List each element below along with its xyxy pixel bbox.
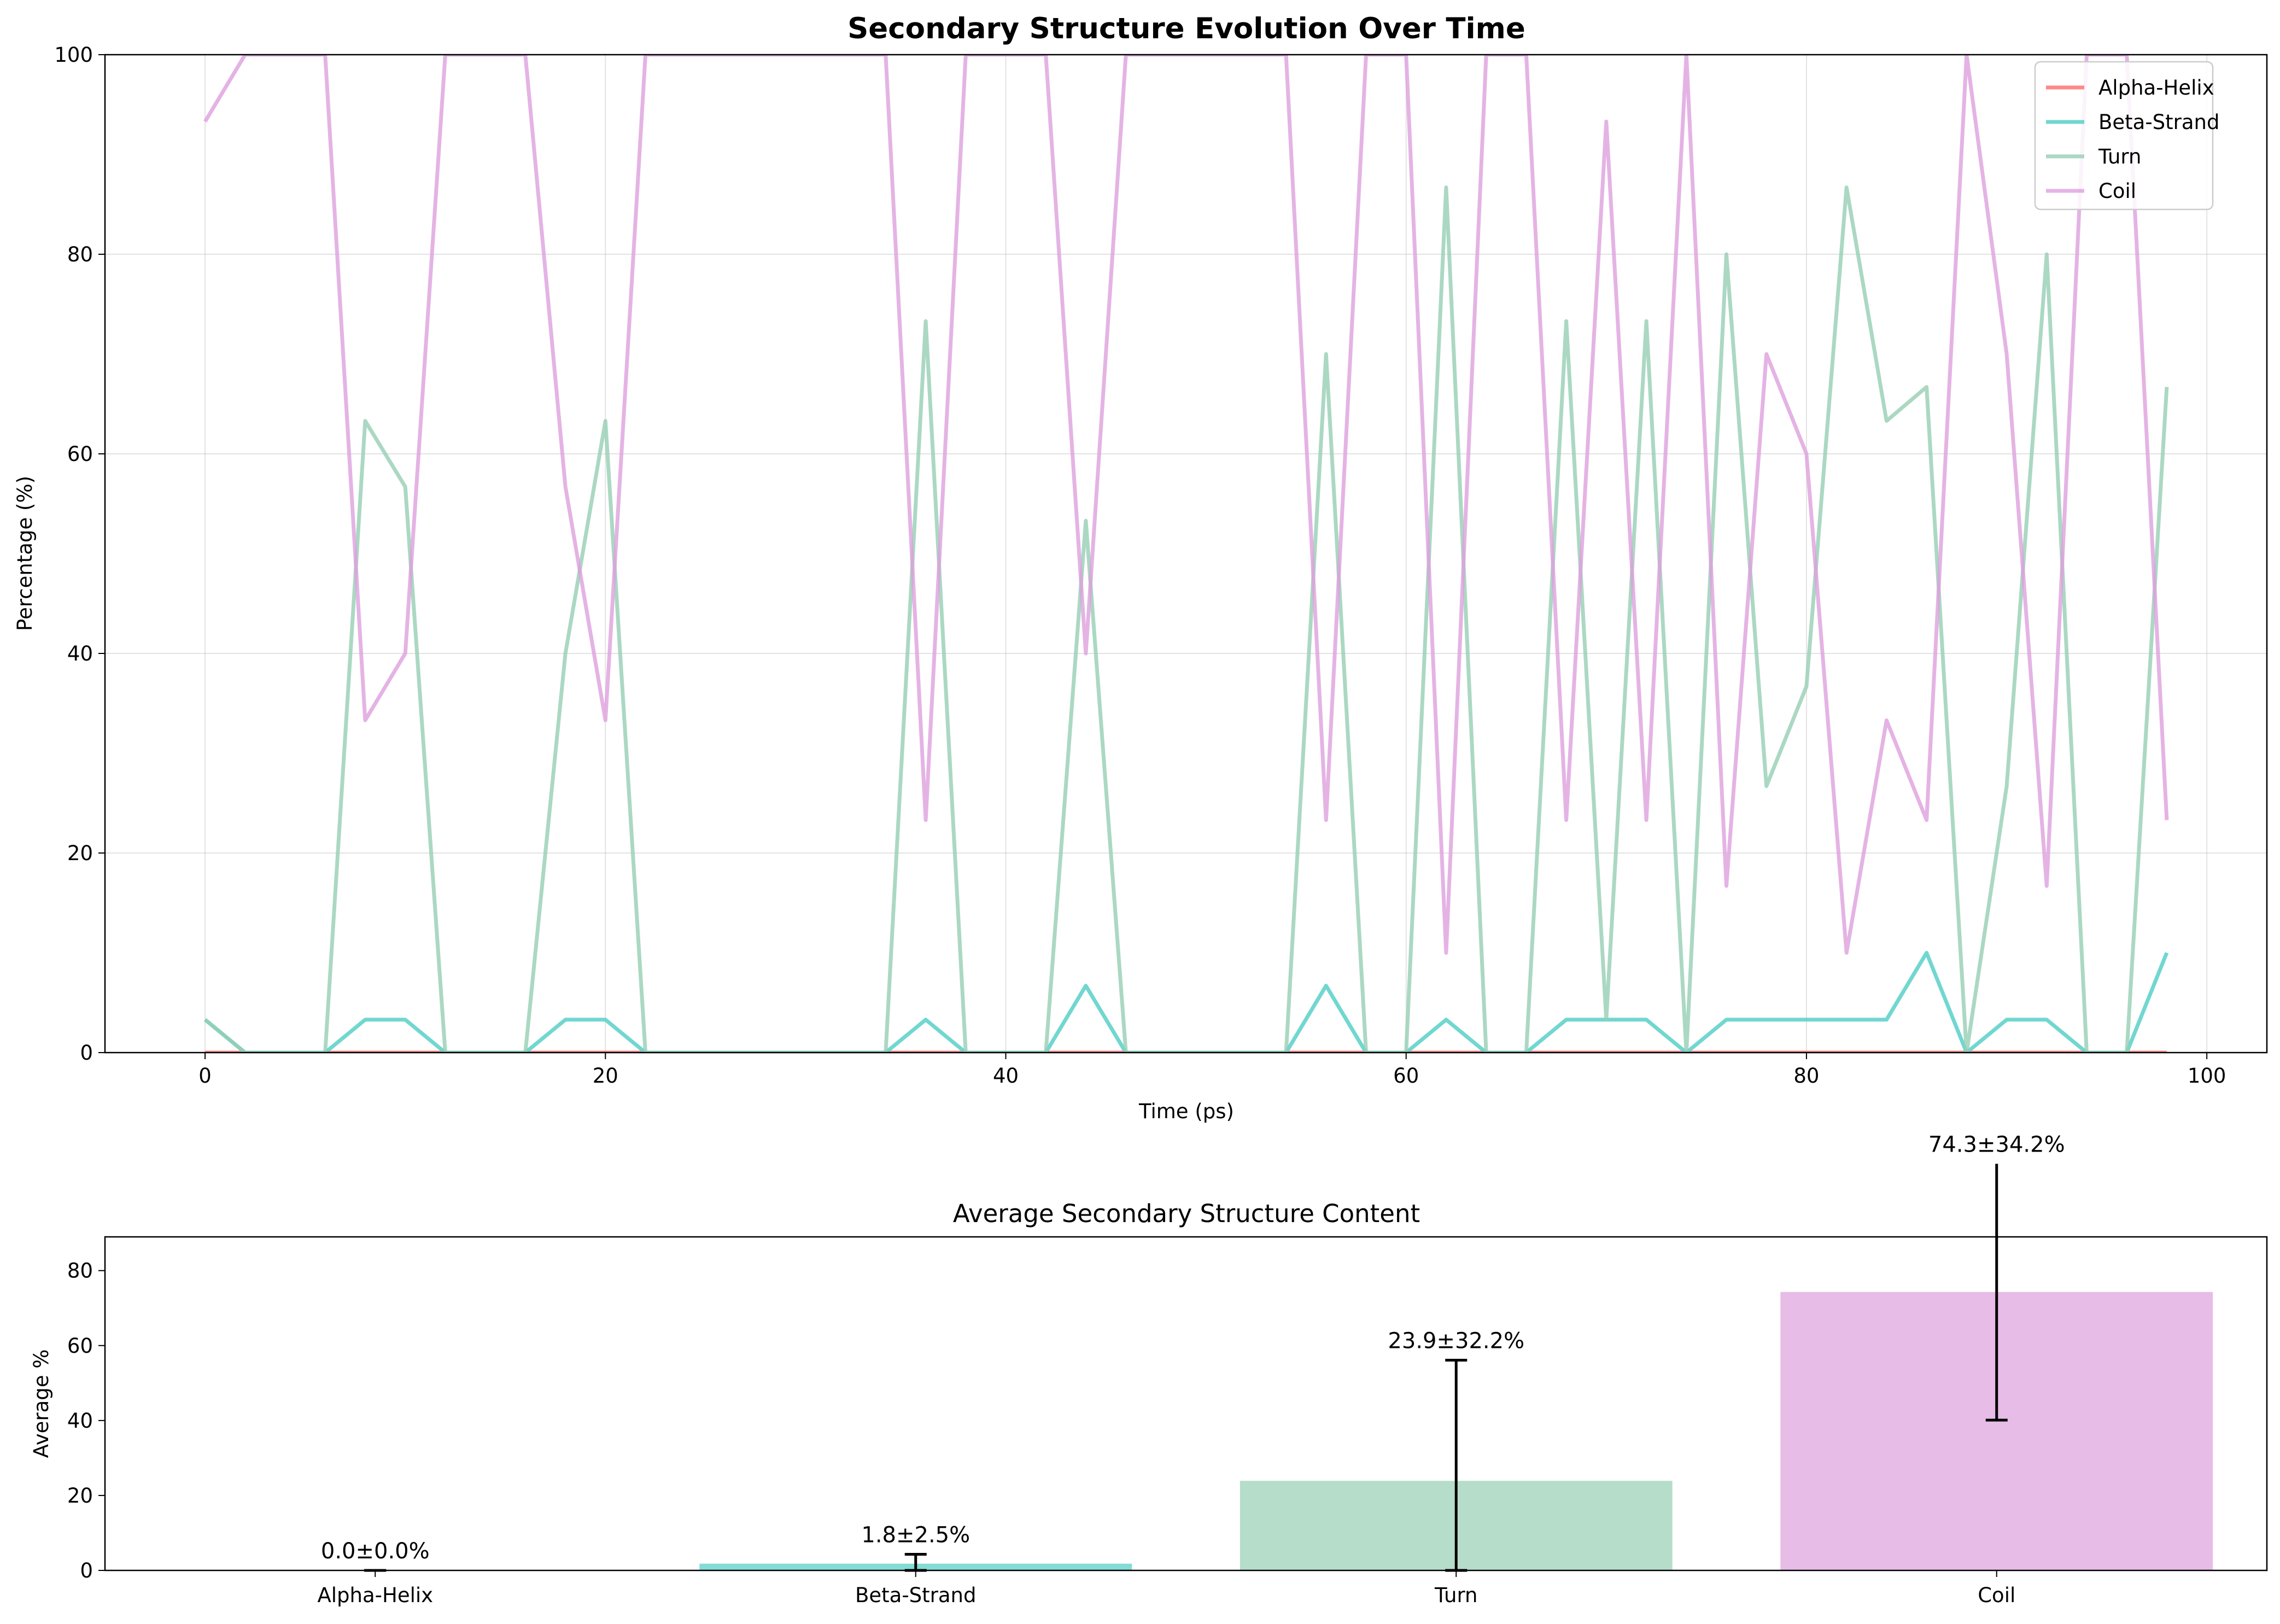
- bar-y-tick-label: 0: [80, 1559, 93, 1582]
- legend-label-alpha-helix: Alpha-Helix: [2098, 76, 2214, 100]
- x-tick-label: 80: [1793, 1064, 1819, 1088]
- x-tick-label: 40: [993, 1064, 1019, 1088]
- bar-chart-title: Average Secondary Structure Content: [953, 1199, 1420, 1228]
- line-chart: Secondary Structure Evolution Over Time …: [13, 12, 2268, 1123]
- y-tick-label: 60: [67, 442, 93, 466]
- y-tick-label: 20: [67, 842, 93, 865]
- line-chart-frame: [104, 54, 2268, 1054]
- bar-value-label-alpha-helix: 0.0±0.0%: [321, 1539, 430, 1564]
- y-tick-label: 80: [67, 243, 93, 266]
- bar-value-label-turn: 23.9±32.2%: [1388, 1328, 1524, 1353]
- y-tick-label: 0: [80, 1041, 93, 1065]
- series-line-beta-strand: [203, 951, 2169, 1053]
- x-tick-label: 0: [198, 1064, 212, 1088]
- bar-chart: Average Secondary Structure Content Alph…: [30, 1132, 2268, 1607]
- bar-chart-y-axis-label: Average %: [30, 1350, 53, 1458]
- legend: Alpha-Helix Beta-Strand Turn Coil: [2034, 61, 2220, 211]
- bar-chart-frame: [104, 1236, 2268, 1572]
- bar-y-tick-label: 40: [67, 1409, 93, 1433]
- bar-category-label: Alpha-Helix: [317, 1584, 433, 1607]
- x-tick-label: 60: [1393, 1064, 1419, 1088]
- legend-label-turn: Turn: [2098, 145, 2141, 168]
- bar-category-label: Beta-Strand: [855, 1584, 977, 1607]
- bar-value-label-beta-strand: 1.8±2.5%: [861, 1523, 970, 1548]
- bar-y-tick-label: 60: [67, 1334, 93, 1358]
- line-chart-ticks: 0 20 40 60 80 100 0 20 40 60 80 100: [54, 43, 2226, 1088]
- legend-label-coil: Coil: [2098, 179, 2136, 203]
- x-tick-label: 20: [593, 1064, 618, 1088]
- bar-value-label-coil: 74.3±34.2%: [1928, 1132, 2065, 1157]
- line-chart-series: [203, 55, 2169, 1053]
- bar-category-label: Turn: [1434, 1584, 1477, 1607]
- bar-y-tick-label: 80: [67, 1259, 93, 1283]
- series-line-coil: [203, 55, 2169, 955]
- bar-chart-value-labels: 0.0±0.0% 1.8±2.5% 23.9±32.2% 74.3±34.2%: [321, 1132, 2065, 1564]
- legend-box: [2034, 61, 2214, 211]
- bar-chart-ticks: Alpha-Helix Beta-Strand Turn Coil 0 20 40 60 80: [67, 1259, 2015, 1607]
- line-chart-x-axis-label: Time (ps): [1138, 1100, 1234, 1123]
- line-chart-y-axis-label: Percentage (%): [13, 476, 37, 631]
- x-tick-label: 100: [2188, 1064, 2226, 1088]
- y-tick-label: 100: [54, 43, 93, 67]
- y-tick-label: 40: [67, 642, 93, 665]
- line-chart-title: Secondary Structure Evolution Over Time: [847, 12, 1525, 45]
- series-line-turn: [203, 185, 2169, 1053]
- bar-category-label: Coil: [1978, 1584, 2015, 1607]
- bar-y-tick-label: 20: [67, 1484, 93, 1508]
- legend-label-beta-strand: Beta-Strand: [2098, 110, 2220, 134]
